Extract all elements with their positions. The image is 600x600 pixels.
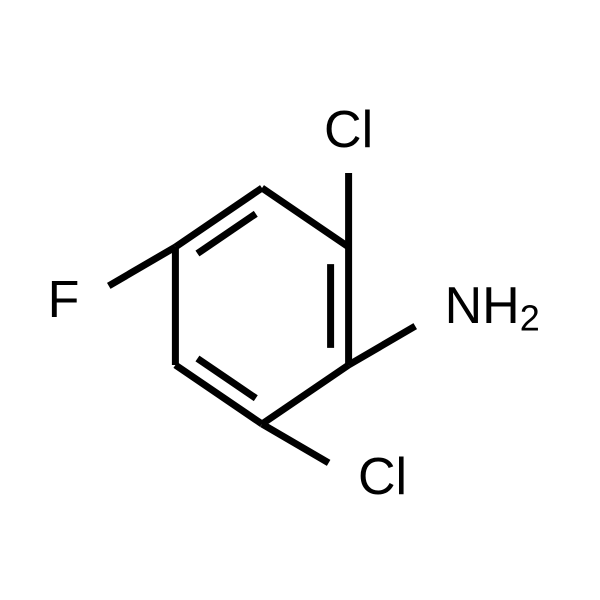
atom-label-main: F — [48, 271, 80, 329]
atom-label-f: F — [48, 271, 80, 329]
chemical-structure: NH2 Cl Cl F — [0, 0, 600, 600]
ring-bond — [262, 365, 349, 424]
ring-double-bond — [197, 358, 255, 398]
substituent-bond — [109, 247, 176, 286]
atom-label-main: Cl — [324, 101, 373, 159]
atom-label-main: NH — [445, 277, 520, 335]
ring-double-bond — [197, 214, 255, 254]
atom-label-sub: 2 — [520, 297, 540, 338]
atom-label-main: Cl — [358, 448, 407, 506]
substituent-bond — [262, 424, 329, 463]
ring-bond — [262, 188, 349, 247]
substituent-bond — [349, 326, 416, 365]
atom-label-cl-bot: Cl — [358, 448, 407, 506]
atom-label-nh2: NH2 — [445, 277, 540, 338]
atom-label-cl-top: Cl — [324, 101, 373, 159]
